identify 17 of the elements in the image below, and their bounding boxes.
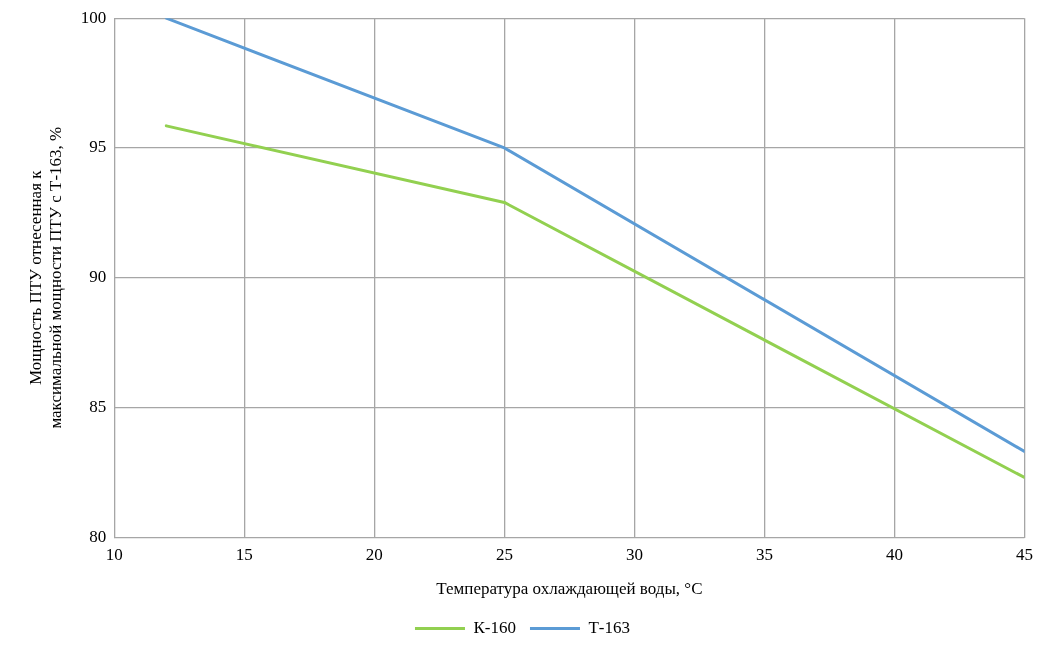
x-tick-label: 25: [495, 544, 513, 564]
x-tick-label: 40: [885, 544, 903, 564]
y-tick-label: 80: [89, 526, 107, 546]
y-tick-label: 90: [89, 267, 107, 287]
legend-label: К-160: [473, 617, 516, 637]
x-tick-label: 20: [365, 544, 383, 564]
y-tick-label: 100: [80, 7, 107, 27]
y-axis-title: Мощность ПТУ отнесенная к максимальной мощности ПТУ с Т-163, %: [25, 126, 66, 429]
x-tick-label: 15: [235, 544, 253, 564]
x-tick-label: 35: [755, 544, 773, 564]
x-tick-label: 30: [625, 544, 643, 564]
x-tick-label: 45: [1016, 544, 1033, 564]
y-tick-label: 95: [89, 137, 107, 157]
y-tick-label: 85: [89, 396, 107, 416]
x-tick-label: 10: [105, 544, 123, 564]
x-axis-title: Температура охлаждающей воды, °С: [436, 579, 703, 599]
legend-label: Т-163: [588, 617, 631, 637]
